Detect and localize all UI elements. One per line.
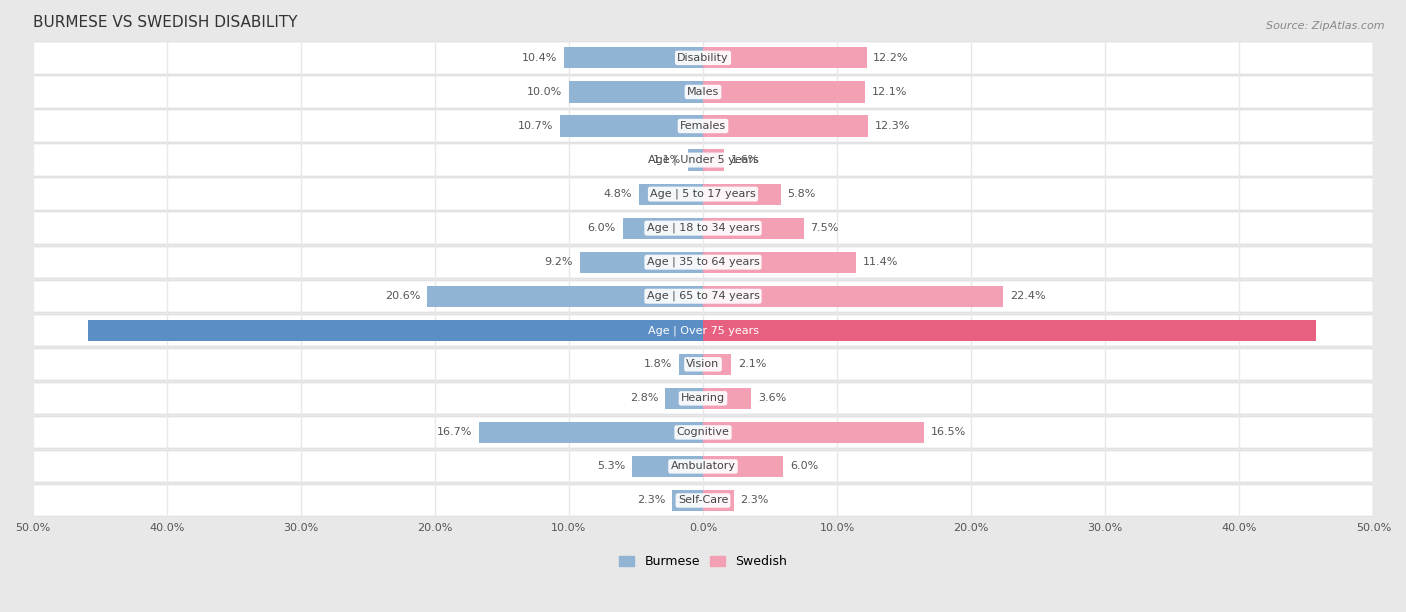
Bar <box>32 485 1374 516</box>
Text: 9.2%: 9.2% <box>544 257 574 267</box>
Text: 45.7%: 45.7% <box>1329 325 1367 335</box>
Text: 1.6%: 1.6% <box>731 155 759 165</box>
Text: 20.6%: 20.6% <box>385 291 420 301</box>
Text: Age | Over 75 years: Age | Over 75 years <box>648 325 758 335</box>
Bar <box>703 422 924 443</box>
Text: 3.6%: 3.6% <box>758 394 786 403</box>
Bar <box>703 354 731 375</box>
Text: 16.5%: 16.5% <box>931 427 966 438</box>
Text: Hearing: Hearing <box>681 394 725 403</box>
Bar <box>703 456 783 477</box>
Text: 10.7%: 10.7% <box>517 121 553 131</box>
Bar <box>703 252 856 273</box>
Bar <box>32 76 1374 108</box>
Bar <box>638 184 703 204</box>
Bar <box>560 116 703 136</box>
Bar <box>569 81 703 102</box>
Text: 12.3%: 12.3% <box>875 121 910 131</box>
Text: 11.4%: 11.4% <box>862 257 898 267</box>
Text: 2.8%: 2.8% <box>630 394 659 403</box>
Text: 2.3%: 2.3% <box>741 496 769 506</box>
Bar <box>32 382 1374 414</box>
Text: Self-Care: Self-Care <box>678 496 728 506</box>
Bar <box>703 388 751 409</box>
Bar <box>32 179 1374 210</box>
Bar <box>32 417 1374 448</box>
Text: Ambulatory: Ambulatory <box>671 461 735 471</box>
Text: 16.7%: 16.7% <box>437 427 472 438</box>
Text: Age | 35 to 64 years: Age | 35 to 64 years <box>647 257 759 267</box>
Bar <box>672 490 703 511</box>
Text: Vision: Vision <box>686 359 720 369</box>
Bar <box>703 184 780 204</box>
Bar <box>32 349 1374 380</box>
Bar <box>631 456 703 477</box>
Bar <box>32 144 1374 176</box>
Text: Age | 5 to 17 years: Age | 5 to 17 years <box>650 189 756 200</box>
Text: 4.8%: 4.8% <box>603 189 631 199</box>
Text: Females: Females <box>681 121 725 131</box>
Text: 12.2%: 12.2% <box>873 53 908 63</box>
Text: 7.5%: 7.5% <box>810 223 838 233</box>
Text: Age | Under 5 years: Age | Under 5 years <box>648 155 758 165</box>
Bar <box>427 286 703 307</box>
Text: 1.1%: 1.1% <box>654 155 682 165</box>
Bar <box>479 422 703 443</box>
Text: 10.4%: 10.4% <box>522 53 557 63</box>
Bar <box>87 319 703 341</box>
Text: Cognitive: Cognitive <box>676 427 730 438</box>
Bar <box>703 490 734 511</box>
Text: Disability: Disability <box>678 53 728 63</box>
Bar <box>32 247 1374 278</box>
Bar <box>665 388 703 409</box>
Bar <box>579 252 703 273</box>
Bar <box>32 42 1374 73</box>
Bar <box>32 451 1374 482</box>
Text: 45.9%: 45.9% <box>39 325 79 335</box>
Bar <box>564 47 703 69</box>
Bar <box>703 116 868 136</box>
Bar <box>623 218 703 239</box>
Bar <box>32 315 1374 346</box>
Text: Age | 18 to 34 years: Age | 18 to 34 years <box>647 223 759 233</box>
Text: 22.4%: 22.4% <box>1010 291 1046 301</box>
Text: 6.0%: 6.0% <box>588 223 616 233</box>
Text: 2.3%: 2.3% <box>637 496 665 506</box>
Text: 2.1%: 2.1% <box>738 359 766 369</box>
Bar <box>703 218 804 239</box>
Text: BURMESE VS SWEDISH DISABILITY: BURMESE VS SWEDISH DISABILITY <box>32 15 297 30</box>
Bar <box>679 354 703 375</box>
Bar <box>703 286 1004 307</box>
Legend: Burmese, Swedish: Burmese, Swedish <box>614 550 792 573</box>
Text: 5.8%: 5.8% <box>787 189 815 199</box>
Bar <box>703 47 866 69</box>
Text: 1.8%: 1.8% <box>644 359 672 369</box>
Text: Age | 65 to 74 years: Age | 65 to 74 years <box>647 291 759 302</box>
Bar <box>703 319 1316 341</box>
Text: 12.1%: 12.1% <box>872 87 907 97</box>
Text: 10.0%: 10.0% <box>527 87 562 97</box>
Bar <box>32 110 1374 141</box>
Text: Source: ZipAtlas.com: Source: ZipAtlas.com <box>1267 21 1385 31</box>
Bar <box>32 280 1374 312</box>
Bar <box>689 149 703 171</box>
Text: 5.3%: 5.3% <box>598 461 626 471</box>
Text: Males: Males <box>688 87 718 97</box>
Text: 6.0%: 6.0% <box>790 461 818 471</box>
Bar <box>703 149 724 171</box>
Bar <box>32 212 1374 244</box>
Bar <box>703 81 865 102</box>
